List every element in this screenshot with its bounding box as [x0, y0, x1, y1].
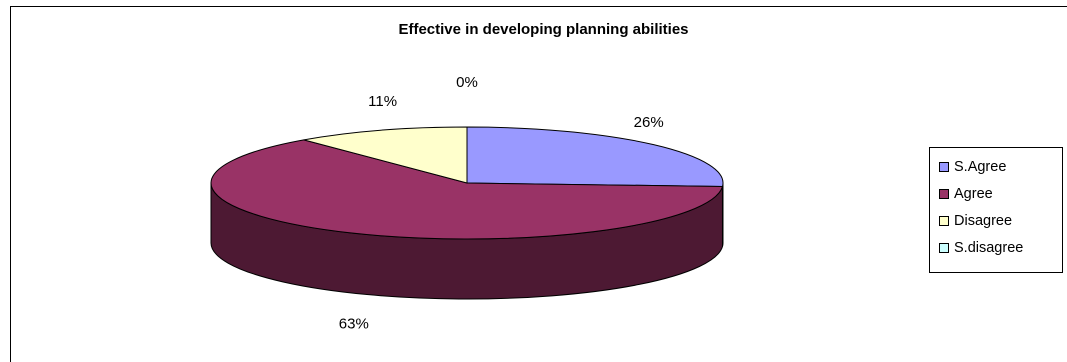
legend-item-disagree: Disagree	[939, 211, 1012, 231]
data-label-agree: 63%	[339, 316, 369, 333]
legend-swatch-s-disagree	[939, 243, 949, 253]
legend: S.Agree Agree Disagree S.disagree	[929, 147, 1063, 273]
pie-slice-agree	[210, 139, 724, 240]
legend-swatch-s-agree	[939, 162, 949, 172]
pie-labels: 26% 63% 11% 0%	[339, 74, 664, 333]
chart-frame	[10, 6, 1067, 362]
legend-item-s-agree: S.Agree	[939, 157, 1006, 177]
legend-label-s-disagree: S.disagree	[954, 240, 1024, 256]
pie-top	[210, 126, 724, 240]
chart-title: Effective in developing planning abiliti…	[398, 21, 689, 38]
data-label-s-disagree: 0%	[456, 74, 478, 91]
legend-item-s-disagree: S.disagree	[939, 238, 1023, 258]
legend-label-disagree: Disagree	[954, 213, 1013, 229]
legend-swatch-agree	[939, 189, 949, 199]
pie-slice-disagree	[303, 126, 468, 184]
pie-slice-s-agree	[466, 126, 724, 188]
legend-label-s-agree: S.Agree	[954, 159, 1007, 175]
legend-label-agree: Agree	[954, 186, 993, 202]
legend-item-agree: Agree	[939, 184, 993, 204]
data-label-s-agree: 26%	[634, 114, 664, 131]
legend-swatch-disagree	[939, 216, 949, 226]
data-label-disagree: 11%	[368, 93, 397, 110]
